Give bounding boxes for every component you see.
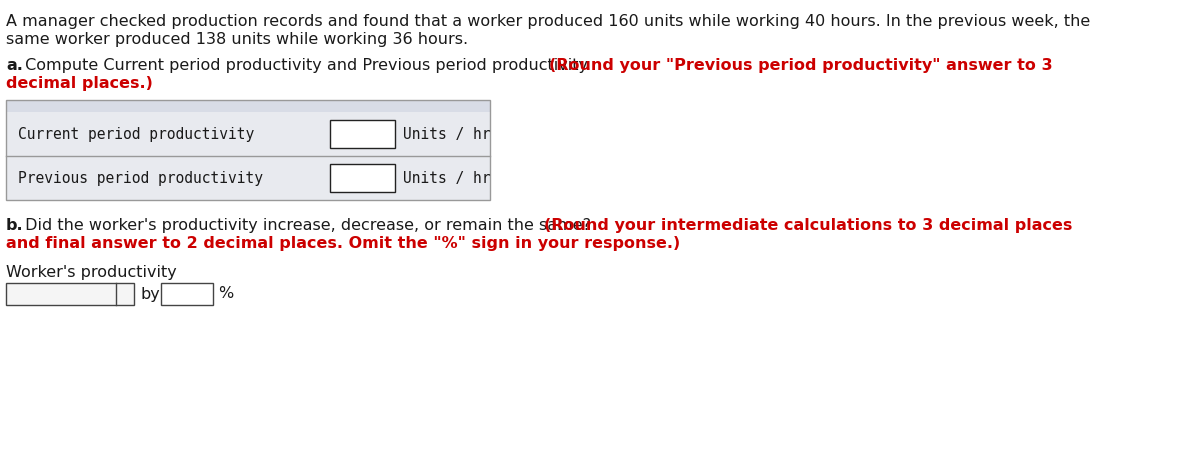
Bar [330, 120, 395, 148]
Bar [6, 283, 134, 305]
Bar [330, 164, 395, 192]
Text: b.: b. [6, 218, 24, 233]
Text: a.: a. [6, 58, 23, 73]
Text: Did the worker's productivity increase, decrease, or remain the same?: Did the worker's productivity increase, … [20, 218, 596, 233]
Text: Compute Current period productivity and Previous period productivity.: Compute Current period productivity and … [20, 58, 596, 73]
Text: Units / hr: Units / hr [403, 127, 491, 142]
Text: decimal places.): decimal places.) [6, 76, 152, 91]
Text: and final answer to 2 decimal places. Omit the "%" sign in your response.): and final answer to 2 decimal places. Om… [6, 236, 680, 251]
Text: remain the same: remain the same [10, 287, 124, 301]
Text: same worker produced 138 units while working 36 hours.: same worker produced 138 units while wor… [6, 32, 468, 47]
Text: Current period productivity: Current period productivity [18, 127, 254, 142]
Text: (Round your intermediate calculations to 3 decimal places: (Round your intermediate calculations to… [544, 218, 1073, 233]
Text: by: by [142, 286, 161, 301]
Text: %: % [218, 286, 233, 301]
Bar [6, 100, 490, 200]
Text: Units / hr: Units / hr [403, 171, 491, 186]
Bar [6, 100, 490, 112]
Text: (Round your "Previous period productivity" answer to 3: (Round your "Previous period productivit… [550, 58, 1052, 73]
Bar [161, 283, 214, 305]
Text: ▾: ▾ [118, 287, 125, 301]
Text: Previous period productivity: Previous period productivity [18, 171, 263, 186]
Text: Worker's productivity: Worker's productivity [6, 265, 176, 280]
Bar [6, 112, 490, 200]
Text: A manager checked production records and found that a worker produced 160 units : A manager checked production records and… [6, 14, 1091, 29]
